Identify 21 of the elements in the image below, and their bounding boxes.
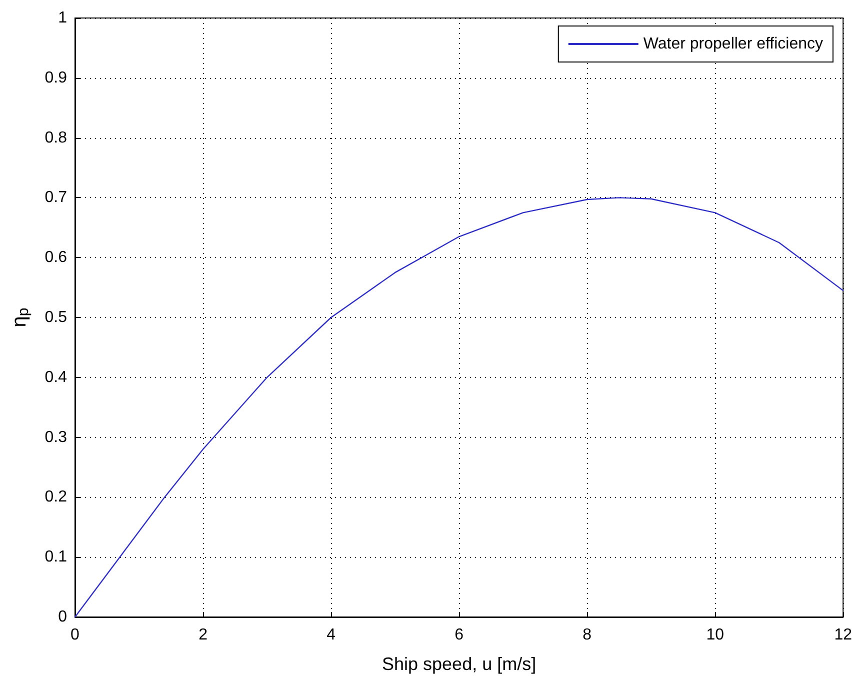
y-tick-label: 0.6 [44,249,68,266]
y-tick-label: 0.7 [44,189,68,206]
y-tick-label: 0.3 [44,428,68,446]
y-tick-label: 0.2 [44,488,68,506]
x-tick-label: 10 [706,626,724,644]
y-tick-label: 0 [58,608,68,626]
x-tick-label: 12 [834,626,852,644]
y-tick-label: 0.5 [44,309,68,326]
x-tick-label: 8 [582,626,592,644]
x-tick-label: 6 [454,626,464,644]
y-axis-title: ηp [8,308,32,328]
y-tick-label: 1 [58,10,68,26]
y-tick-label: 0.8 [44,129,68,146]
x-tick-label: 4 [326,626,336,644]
x-tick-label: 0 [70,626,80,644]
y-tick-label: 0.4 [44,368,68,386]
y-tick-label: 0.9 [44,69,68,86]
x-tick-label: 2 [198,626,208,644]
x-axis-title: Ship speed, u [m/s] [382,654,536,674]
legend-label: Water propeller efficiency [643,36,824,52]
y-tick-label: 0.1 [44,548,68,566]
